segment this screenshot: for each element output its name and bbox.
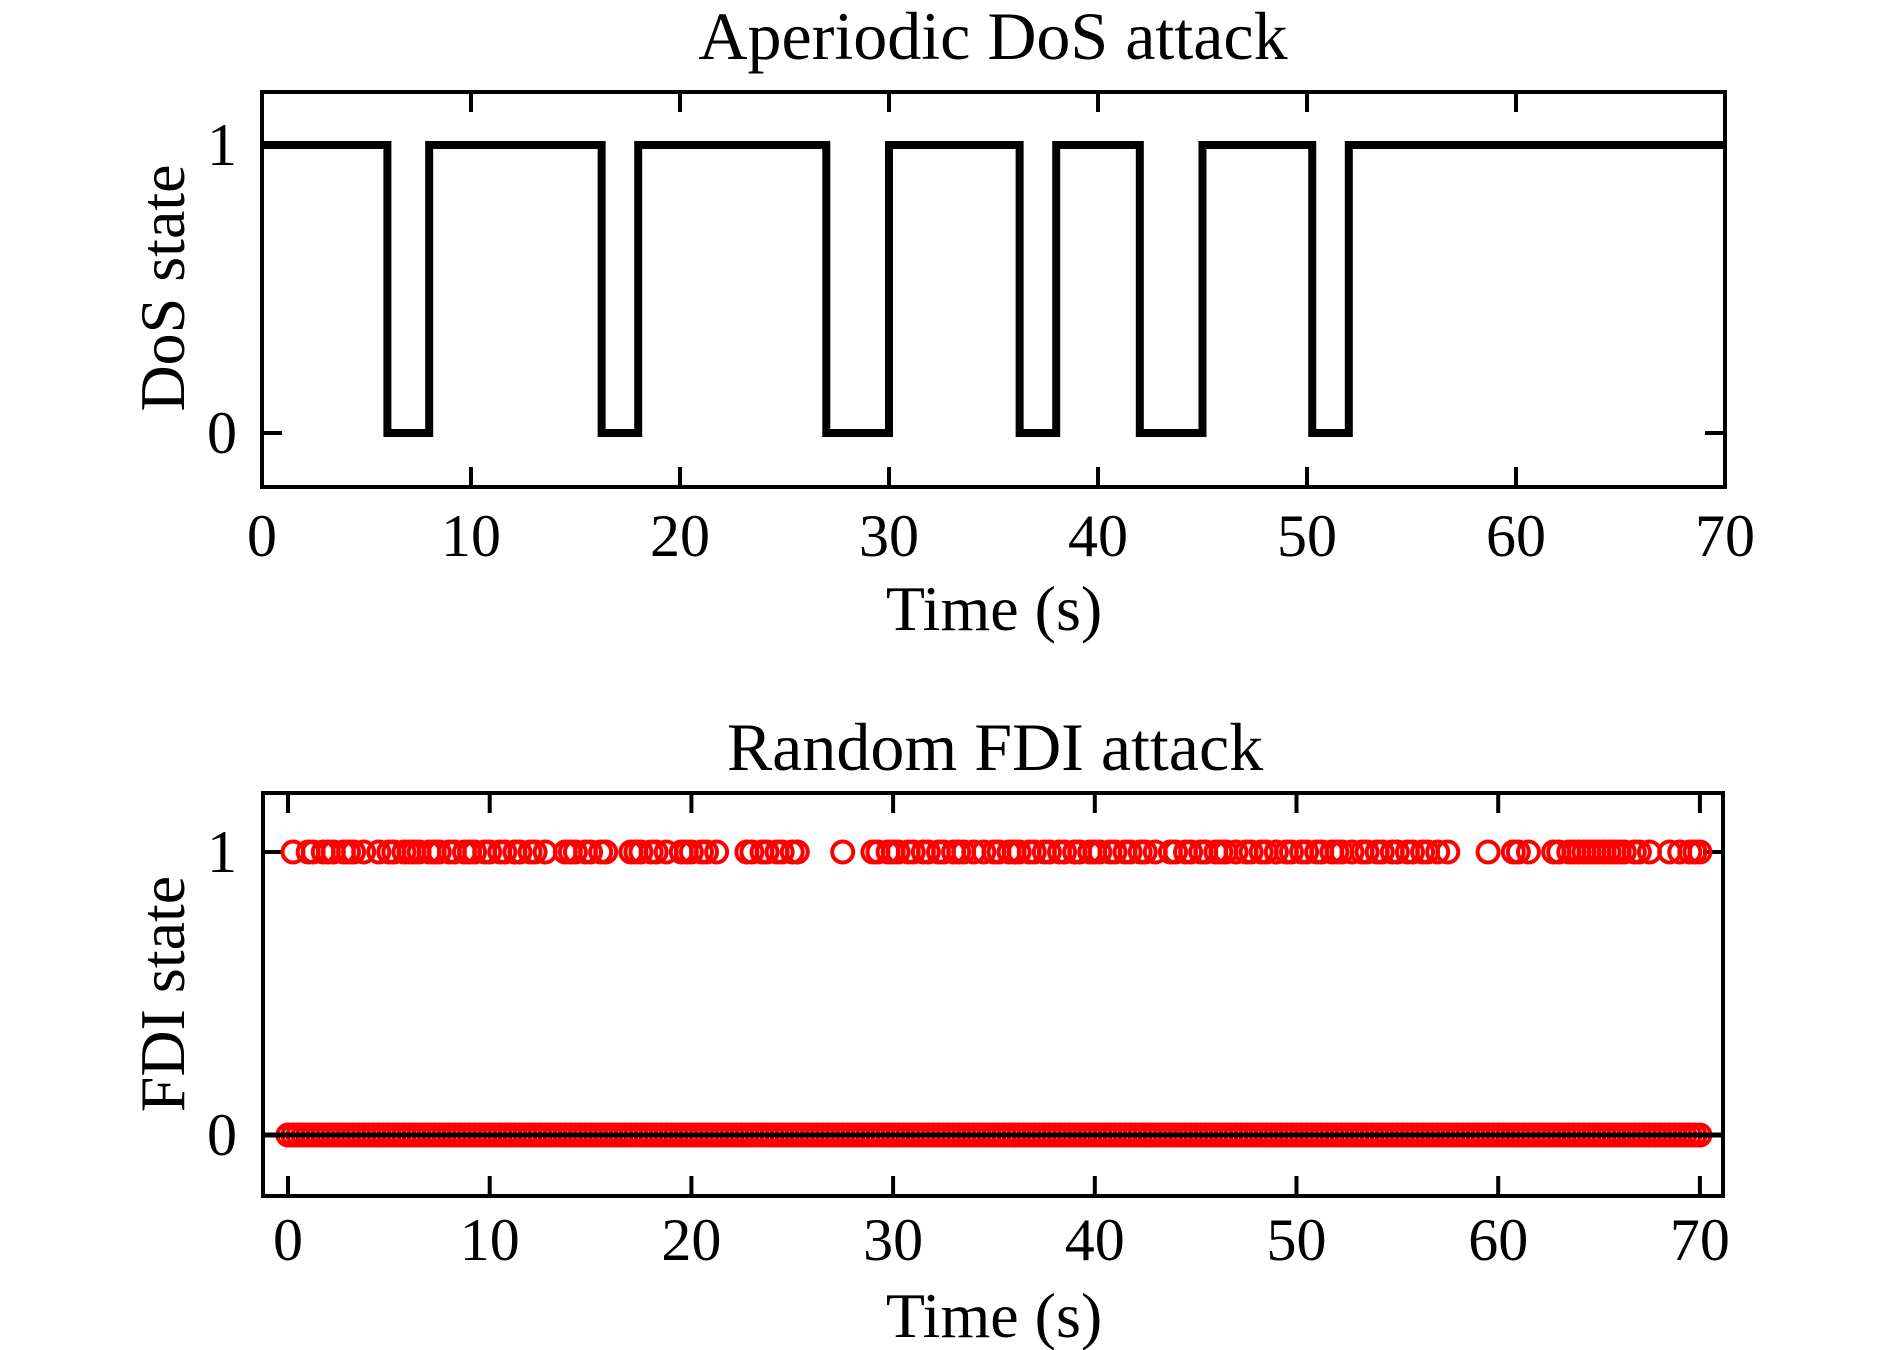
fdi-one-marker <box>1354 839 1380 865</box>
fdi-one-marker <box>366 839 392 865</box>
dos-x-tick-label: 70 <box>1695 503 1755 569</box>
dos-y-tick-label: 1 <box>207 112 237 178</box>
dos-x-tick-label: 60 <box>1486 503 1546 569</box>
fdi-one-marker <box>1132 839 1158 865</box>
fdi-x-axis-label: Time (s) <box>885 1280 1103 1350</box>
fdi-one-marker <box>784 839 810 865</box>
fdi-one-marker <box>522 839 548 865</box>
dos-x-tick-label: 30 <box>859 503 919 569</box>
fdi-one-marker <box>1515 839 1541 865</box>
fdi-one-marker <box>1611 839 1637 865</box>
fdi-one-marker <box>1435 839 1461 865</box>
fdi-one-marker <box>1087 839 1113 865</box>
dos-chart <box>260 90 1727 489</box>
fdi-one-marker <box>1425 839 1451 865</box>
dos-x-tick-label: 10 <box>441 503 501 569</box>
fdi-one-marker <box>900 839 926 865</box>
dos-x-tick-label: 20 <box>650 503 710 569</box>
fdi-one-marker <box>341 839 367 865</box>
dos-y-axis-label: DoS state <box>127 164 198 412</box>
dos-axes-box <box>260 90 1727 489</box>
fdi-one-marker <box>1102 839 1128 865</box>
fdi-one-marker <box>1278 839 1304 865</box>
fdi-one-marker <box>754 839 780 865</box>
fdi-one-marker <box>507 839 533 865</box>
fdi-one-marker <box>678 839 704 865</box>
fdi-one-marker <box>1687 839 1713 865</box>
fdi-one-marker <box>1475 839 1501 865</box>
fdi-one-marker <box>1294 839 1320 865</box>
fdi-one-marker <box>1117 839 1143 865</box>
dos-signal-line <box>262 141 1725 437</box>
fdi-x-tick-label: 10 <box>459 1207 520 1273</box>
fdi-one-marker <box>1339 839 1365 865</box>
dos-chart-title: Aperiodic DoS attack <box>698 0 1288 74</box>
fdi-one-marker <box>830 839 856 865</box>
fdi-one-marker <box>1052 839 1078 865</box>
dos-x-tick-label: 40 <box>1068 503 1128 569</box>
fdi-one-marker <box>477 839 503 865</box>
fdi-x-tick-label: 60 <box>1468 1207 1529 1273</box>
fdi-one-marker <box>1162 839 1188 865</box>
fdi-y-axis-label: FDI state <box>127 875 198 1113</box>
fdi-one-marker <box>971 839 997 865</box>
fdi-one-marker <box>578 839 604 865</box>
fdi-one-marker <box>915 839 941 865</box>
fdi-one-marker <box>1263 839 1289 865</box>
fdi-one-marker <box>562 839 588 865</box>
fdi-x-tick-label: 70 <box>1669 1207 1730 1273</box>
fdi-chart <box>261 791 1725 1198</box>
fdi-axes-box <box>261 791 1725 1198</box>
fdi-one-marker <box>1238 839 1264 865</box>
fdi-one-marker <box>1223 839 1249 865</box>
fdi-x-tick-label: 20 <box>661 1207 722 1273</box>
fdi-one-marker <box>628 839 654 865</box>
fdi-one-marker <box>462 839 488 865</box>
fdi-one-marker <box>1505 839 1531 865</box>
fdi-one-marker <box>426 839 452 865</box>
dos-y-tick-label: 0 <box>207 400 237 466</box>
fdi-one-marker <box>885 839 911 865</box>
fdi-one-marker <box>769 839 795 865</box>
fdi-one-marker <box>1384 839 1410 865</box>
fdi-one-marker <box>1036 839 1062 865</box>
fdi-one-marker <box>643 839 669 865</box>
fdi-x-tick-label: 30 <box>863 1207 924 1273</box>
fdi-one-marker <box>704 839 730 865</box>
dos-x-tick-label: 50 <box>1277 503 1337 569</box>
fdi-one-marker <box>593 839 619 865</box>
fdi-x-tick-label: 50 <box>1266 1207 1327 1273</box>
fdi-one-marker <box>351 839 377 865</box>
dos-x-axis-label: Time (s) <box>885 573 1103 644</box>
fdi-one-marker <box>694 839 720 865</box>
fdi-chart-title: Random FDI attack <box>726 709 1264 785</box>
fdi-y-tick-label: 1 <box>207 819 237 885</box>
fdi-one-marker <box>1369 839 1395 865</box>
fdi-one-marker <box>1626 839 1652 865</box>
fdi-one-marker <box>1021 839 1047 865</box>
fdi-one-marker <box>1399 839 1425 865</box>
fdi-x-tick-label: 40 <box>1064 1207 1125 1273</box>
fdi-one-marker <box>492 839 518 865</box>
fdi-one-marker <box>739 839 765 865</box>
fdi-y-tick-label: 0 <box>207 1102 237 1168</box>
fdi-x-tick-label: 0 <box>273 1207 303 1273</box>
fdi-one-marker <box>1006 839 1032 865</box>
dos-x-tick-label: 0 <box>247 503 277 569</box>
fdi-one-marker <box>1178 839 1204 865</box>
